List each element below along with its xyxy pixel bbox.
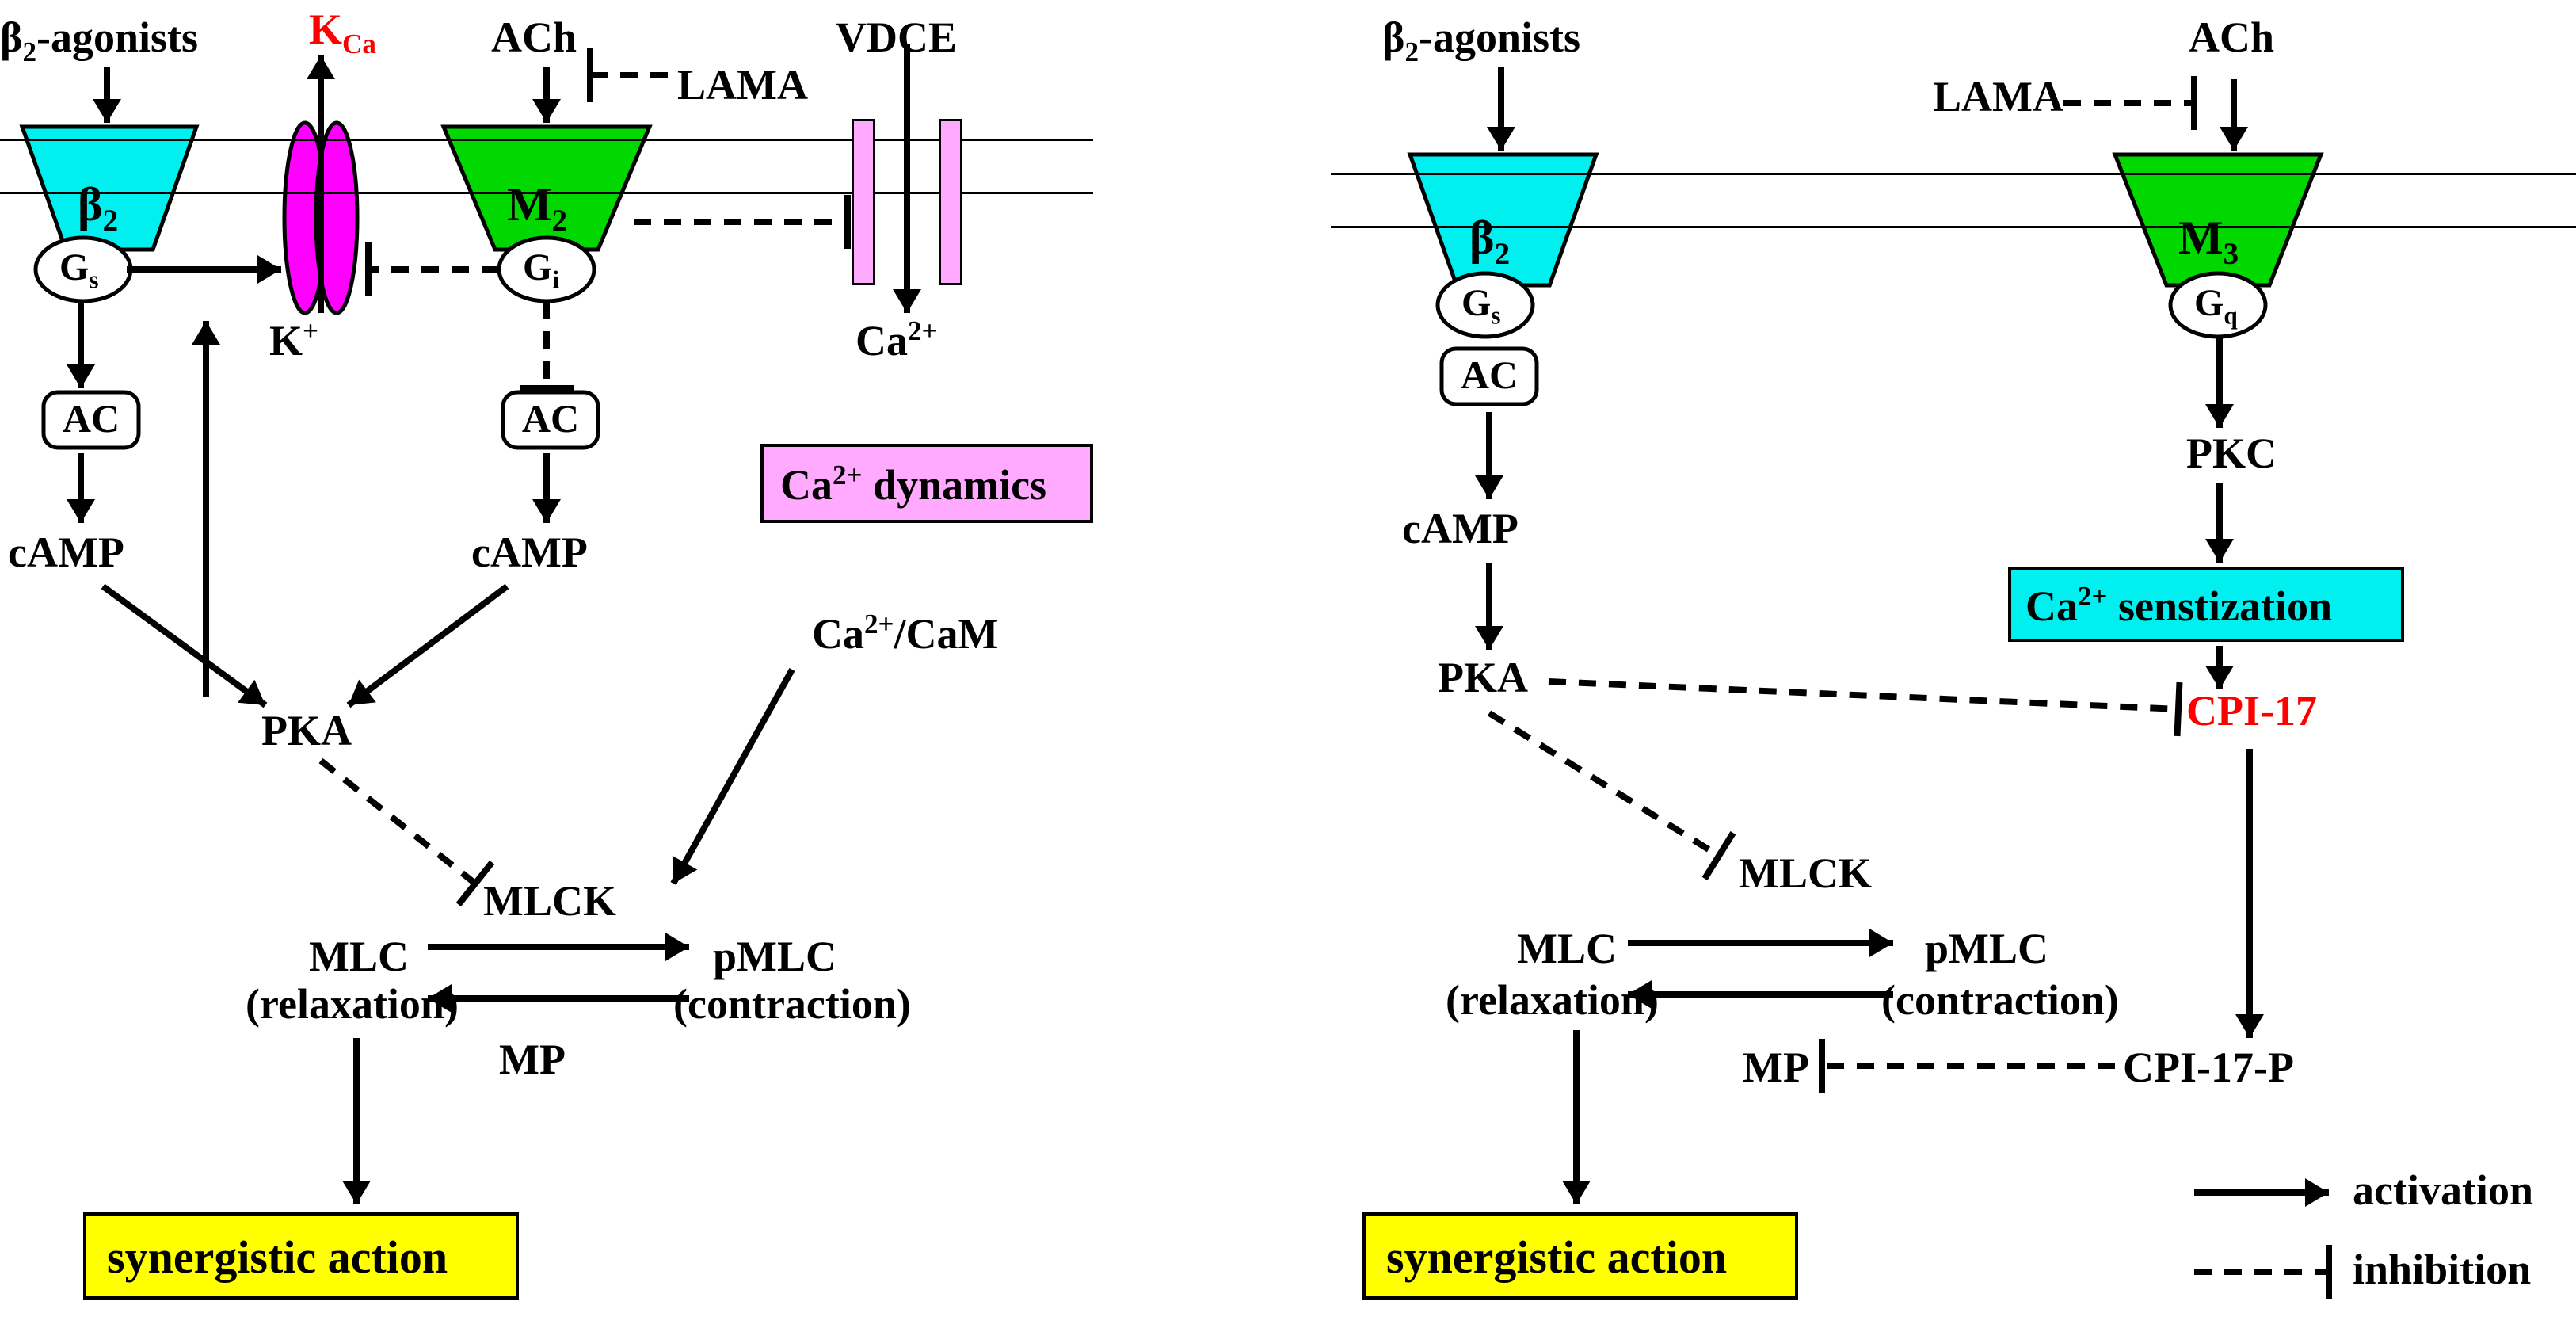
right-mlc: MLC bbox=[1517, 927, 1617, 970]
ac2: AC bbox=[503, 399, 598, 438]
vdce-bar1 bbox=[852, 119, 875, 285]
synergistic-left-label: synergistic action bbox=[107, 1235, 448, 1280]
left-mlc: MLC bbox=[309, 935, 409, 978]
left-pmlc: pMLC bbox=[713, 935, 836, 978]
left-camp2: cAMP bbox=[471, 531, 588, 574]
legend-activation: activation bbox=[2353, 1169, 2533, 1212]
ca-dynamics-label: Ca2+ dynamics bbox=[780, 461, 1046, 506]
right-cpi17p: CPI-17-P bbox=[2123, 1046, 2294, 1089]
right-camp: cAMP bbox=[1402, 507, 1519, 550]
gs-label: Gs bbox=[59, 249, 98, 292]
right-relax: (relaxation) bbox=[1446, 979, 1659, 1021]
left-vdce: VDCE bbox=[836, 16, 957, 59]
left-lama: LAMA bbox=[677, 63, 808, 106]
legend-inhibition: inhibition bbox=[2353, 1248, 2531, 1291]
ca-sens-label: Ca2+ senstization bbox=[2025, 582, 2332, 628]
left-ca_cam: Ca2+/CaM bbox=[812, 610, 999, 655]
right-pkc: PKC bbox=[2186, 432, 2277, 475]
left-kca: KCa bbox=[309, 8, 376, 58]
right-pka: PKA bbox=[1438, 656, 1528, 699]
synergistic-right-label: synergistic action bbox=[1386, 1235, 1727, 1280]
right-cpi17: CPI-17 bbox=[2186, 689, 2317, 732]
left-camp1: cAMP bbox=[8, 531, 124, 574]
m2-receptor-label: M2 bbox=[507, 181, 567, 236]
left-contr: (contraction) bbox=[673, 983, 911, 1025]
left-pka: PKA bbox=[261, 709, 352, 752]
left-beta2ag: β2-agonists bbox=[0, 16, 198, 66]
left-relax: (relaxation) bbox=[246, 983, 459, 1025]
right-contr: (contraction) bbox=[1881, 979, 2119, 1021]
gq-label: Gq bbox=[2194, 284, 2238, 328]
right-beta2ag: β2-agonists bbox=[1382, 16, 1580, 66]
vdce-bar2 bbox=[939, 119, 962, 285]
gs-r-label: Gs bbox=[1461, 284, 1500, 328]
ac-r: AC bbox=[1442, 355, 1537, 395]
beta2-receptor-label: β2 bbox=[78, 181, 118, 236]
right-mp: MP bbox=[1743, 1046, 1809, 1089]
beta2-receptor-r-label: β2 bbox=[1469, 214, 1510, 269]
m3-receptor-label: M3 bbox=[2178, 214, 2239, 269]
right-ach: ACh bbox=[2189, 16, 2274, 59]
left-ca2plus: Ca2+ bbox=[855, 317, 938, 362]
right-mlck: MLCK bbox=[1739, 852, 1872, 895]
right-lama: LAMA bbox=[1933, 75, 2063, 118]
ac1: AC bbox=[44, 399, 139, 438]
right-pmlc: pMLC bbox=[1925, 927, 2048, 970]
left-mlck: MLCK bbox=[483, 880, 616, 922]
gi-label: Gi bbox=[523, 249, 559, 292]
left-mp: MP bbox=[499, 1038, 566, 1081]
left-kplus: K+ bbox=[269, 317, 318, 362]
diagram-stage: β2 M2 Gs Gi AC AC Ca2+ dynamics synergistic act… bbox=[0, 0, 2576, 1332]
left-ach: ACh bbox=[491, 16, 577, 59]
membrane-1 bbox=[1331, 173, 2576, 228]
